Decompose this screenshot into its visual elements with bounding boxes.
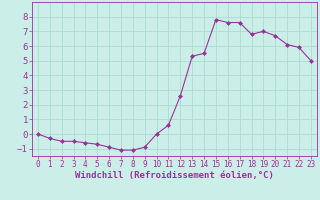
X-axis label: Windchill (Refroidissement éolien,°C): Windchill (Refroidissement éolien,°C) bbox=[75, 171, 274, 180]
